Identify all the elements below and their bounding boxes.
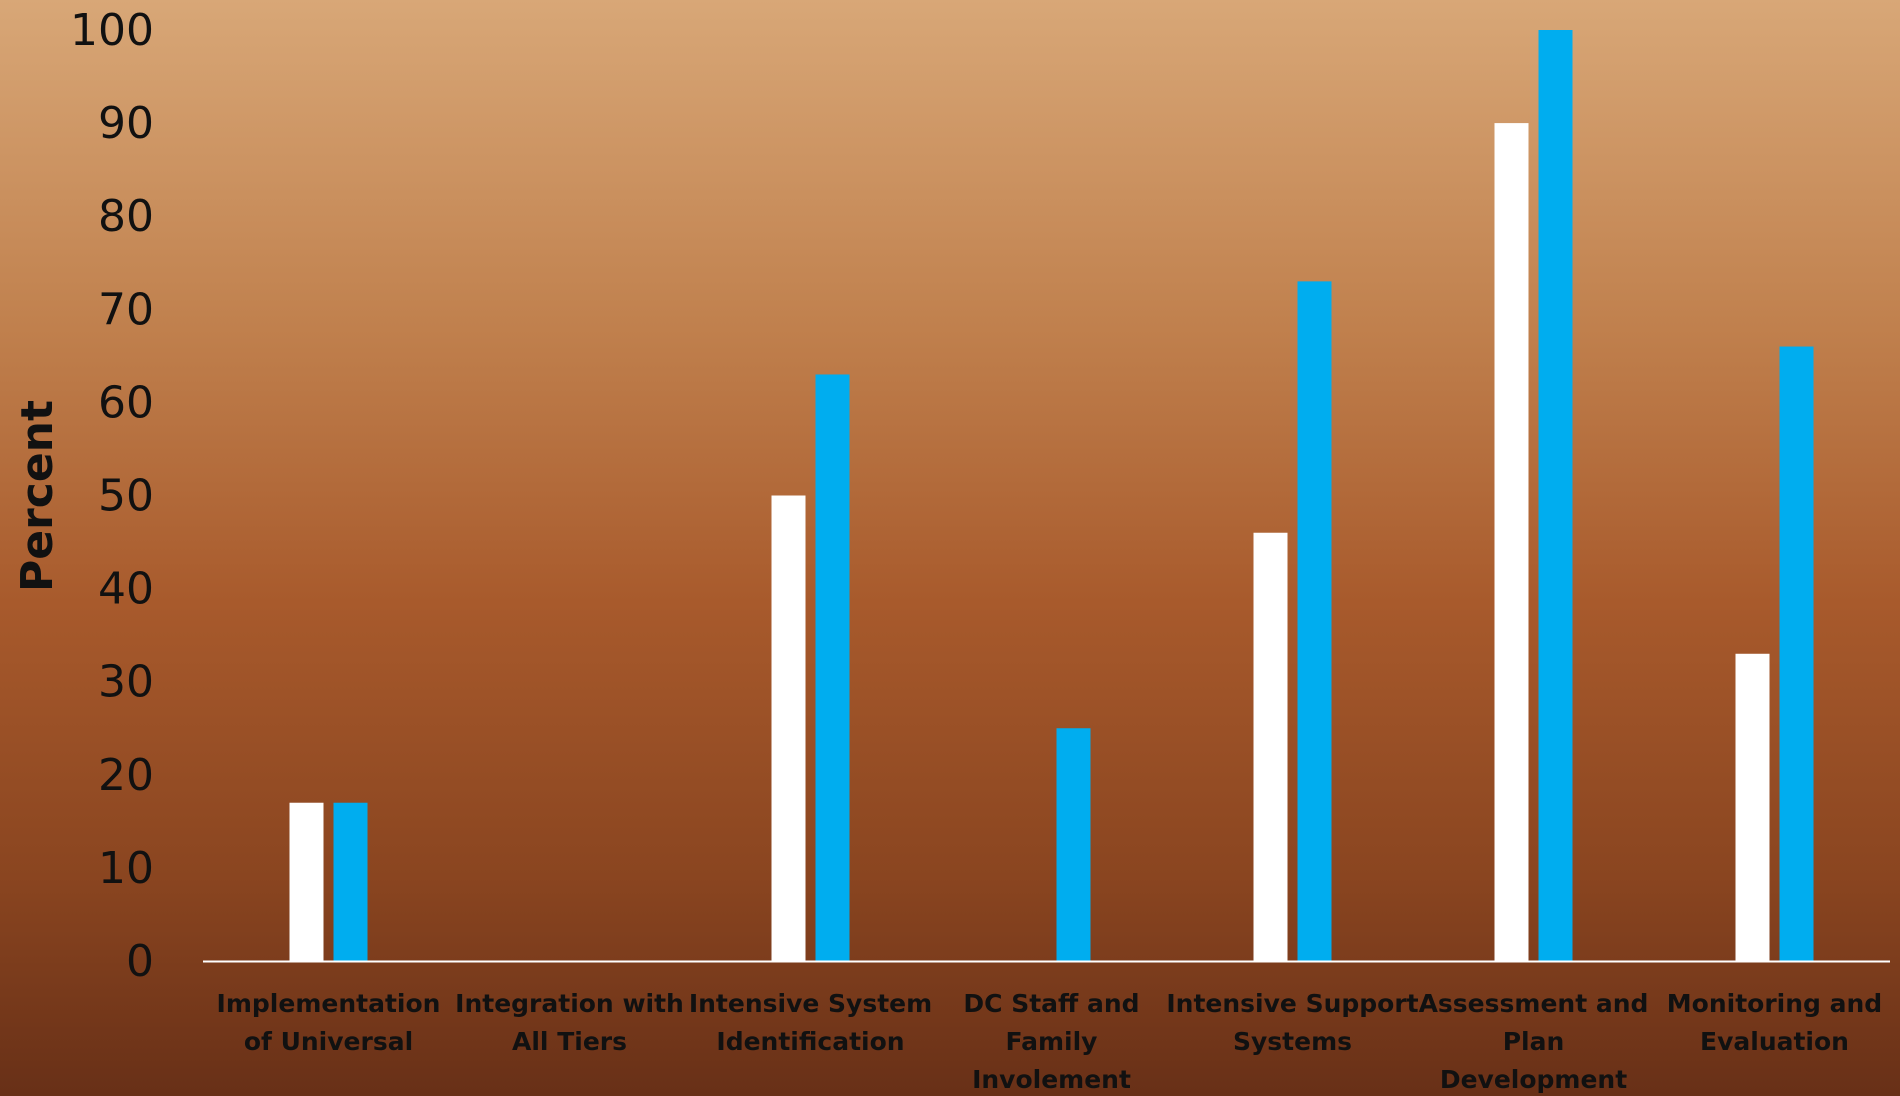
y-tick-label: 20	[98, 750, 154, 801]
y-tick-label: 90	[98, 98, 154, 149]
x-category-label-line: Assessment and	[1419, 989, 1649, 1018]
x-category-label-line: Development	[1440, 1065, 1627, 1094]
x-category-label: DC Staff and Family Involement	[963, 989, 1139, 1094]
x-category-label-line: Intensive Support	[1166, 989, 1418, 1018]
x-category-label: Implementation of Universal	[217, 989, 441, 1056]
x-category-label-line: Evaluation	[1700, 1027, 1849, 1056]
x-category-label-line: Involement	[972, 1065, 1131, 1094]
bar-series-2-category-5	[1297, 281, 1332, 961]
x-category-label-line: Monitoring and	[1667, 989, 1882, 1018]
x-category-label-line: Family	[1006, 1027, 1098, 1056]
bar-series-1-category-1	[289, 802, 324, 961]
y-axis-ticks: 0 10 20 30 40 50 60 70 80 90 100	[70, 5, 154, 987]
x-category-label-line: Plan	[1503, 1027, 1565, 1056]
bar-series-1-category-7	[1735, 653, 1770, 961]
y-tick-label: 100	[70, 5, 154, 56]
x-category-label-line: Intensive System	[689, 989, 932, 1018]
x-category-label-line: Identification	[716, 1027, 904, 1056]
y-tick-label: 70	[98, 284, 154, 335]
x-category-label-line: All Tiers	[512, 1027, 627, 1056]
bar-series-2-category-4	[1056, 728, 1091, 961]
y-tick-label: 30	[98, 657, 154, 708]
bar-series-2-category-1	[333, 802, 368, 961]
bar-series-2-category-3	[815, 374, 850, 962]
bar-series-1-category-5	[1253, 532, 1288, 961]
bar-series-2-category-7	[1779, 346, 1814, 961]
x-category-label-line: of Universal	[244, 1027, 413, 1056]
y-tick-label: 40	[98, 564, 154, 615]
y-axis-title: Percent	[12, 400, 63, 592]
x-category-label: Monitoring and Evaluation	[1667, 989, 1882, 1056]
x-axis-labels: Implementation of Universal Integration wi…	[217, 989, 1883, 1094]
bar-series-1-category-3	[771, 495, 806, 961]
x-category-label: Integration with All Tiers	[455, 989, 684, 1056]
y-tick-label: 80	[98, 191, 154, 242]
x-category-label: Intensive Support Systems	[1166, 989, 1418, 1056]
x-category-label-line: Integration with	[455, 989, 684, 1018]
y-tick-label: 50	[98, 471, 154, 522]
y-tick-label: 0	[126, 936, 154, 987]
bars	[289, 30, 1814, 962]
x-category-label-line: DC Staff and	[963, 989, 1139, 1018]
y-tick-label: 60	[98, 377, 154, 428]
x-category-label: Intensive System Identification	[689, 989, 932, 1056]
bar-series-1-category-6	[1494, 123, 1529, 962]
bar-series-2-category-6	[1538, 30, 1573, 961]
x-category-label-line: Systems	[1233, 1027, 1352, 1056]
x-category-label: Assessment and Plan Development	[1419, 989, 1649, 1094]
y-tick-label: 10	[98, 843, 154, 894]
x-category-label-line: Implementation	[217, 989, 441, 1018]
